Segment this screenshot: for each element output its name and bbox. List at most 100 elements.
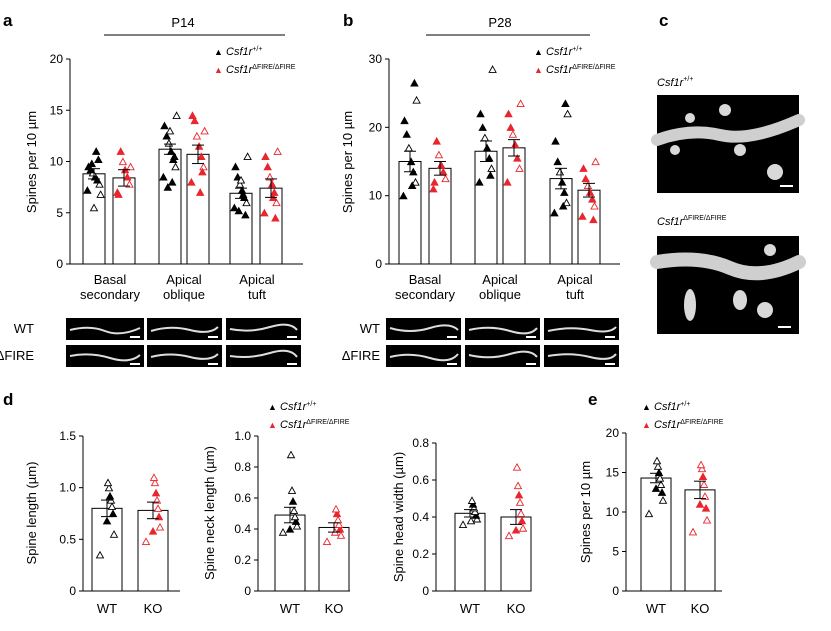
- data-point-d2: [289, 506, 299, 514]
- data-point-d3: [513, 481, 523, 490]
- data-point-d1: [141, 537, 151, 545]
- data-point-b: [400, 116, 409, 125]
- panel-label-a: a: [3, 11, 13, 30]
- data-point-d2: [286, 450, 296, 459]
- data-point-d1: [155, 522, 165, 531]
- category-label-d2: WT: [280, 601, 300, 616]
- data-point-a: [273, 147, 282, 155]
- data-point-e: [701, 503, 711, 512]
- y-tick-label-a: 10: [50, 155, 64, 169]
- y-tick-label-d2: 0.4: [234, 522, 251, 536]
- data-point-e: [696, 460, 706, 469]
- data-point-d2: [292, 521, 302, 530]
- bar-d1: [137, 509, 169, 592]
- data-point-e: [658, 496, 668, 504]
- bar-b: [474, 150, 498, 265]
- y-tick-label-e: 15: [606, 466, 620, 480]
- bar-b: [398, 161, 422, 265]
- data-point-b: [503, 177, 512, 186]
- y-tick-label-e: 20: [606, 426, 620, 440]
- data-point-b: [562, 198, 571, 207]
- data-point-a: [190, 116, 199, 125]
- y-tick-label-e: 5: [612, 545, 619, 559]
- category-label-b: Apical: [482, 272, 518, 287]
- data-point-e: [657, 488, 667, 496]
- y-axis-label-b: Spines per 10 µm: [340, 111, 355, 213]
- legend-b-wt-marker: ▲: [534, 47, 543, 57]
- micrograph-wt-label: Csf1r+/+: [657, 76, 693, 89]
- category-label-a: Apical: [239, 272, 275, 287]
- data-point-b: [486, 171, 495, 179]
- data-point-e: [653, 462, 663, 470]
- y-tick-label-d2: 1.0: [234, 429, 251, 443]
- data-point-d1: [102, 516, 112, 525]
- panel-b-title: P28: [488, 15, 511, 30]
- data-point-d2: [290, 512, 300, 521]
- strips-a: WT ΔFIRE: [0, 318, 301, 367]
- legend-e-wt-label: Csf1r+/+: [654, 401, 690, 413]
- category-label-a: secondary: [80, 287, 140, 302]
- data-point-a: [160, 121, 169, 130]
- data-point-e: [702, 515, 712, 524]
- data-point-b: [581, 174, 590, 183]
- strip-a-ko-label: ΔFIRE: [0, 348, 34, 363]
- data-point-e: [656, 480, 666, 488]
- strip-a-wt-label: WT: [14, 321, 34, 336]
- data-point-a: [271, 213, 280, 222]
- panel-label-d: d: [3, 390, 13, 409]
- legend-a-wt-label: Csf1r+/+: [226, 46, 262, 58]
- data-point-a: [231, 162, 240, 171]
- data-point-a: [200, 126, 209, 135]
- category-label-a: tuft: [248, 287, 266, 302]
- data-point-b: [488, 65, 497, 73]
- data-point-e: [651, 484, 661, 492]
- y-tick-label-d1: 0.5: [59, 532, 76, 546]
- y-tick-label-d3: 0.2: [412, 547, 429, 561]
- y-tick-label-d1: 0: [69, 584, 76, 598]
- data-point-a: [233, 172, 242, 181]
- category-label-a: oblique: [163, 287, 205, 302]
- y-axis-label-a: Spines per 10 µm: [24, 111, 39, 213]
- chart-d1: 0 0.5 1.0 1.5 Spine length (µm) WT KO: [24, 429, 180, 616]
- y-tick-label-a: 0: [56, 257, 63, 271]
- data-point-a: [195, 188, 205, 196]
- y-tick-label-d2: 0.2: [234, 553, 251, 567]
- strip-a-wt-1: [66, 318, 144, 340]
- data-point-b: [585, 188, 595, 196]
- category-label-d1: WT: [97, 601, 117, 616]
- data-point-b: [399, 191, 408, 200]
- data-point-b: [412, 95, 421, 104]
- data-point-a: [261, 152, 270, 160]
- data-point-d2: [334, 520, 344, 528]
- data-point-d2: [278, 528, 288, 536]
- data-point-b: [583, 181, 593, 190]
- legend-d-ko-marker: ▲: [268, 420, 277, 430]
- data-point-d1: [95, 550, 105, 559]
- data-point-d1: [103, 478, 113, 487]
- bar-b: [502, 147, 526, 265]
- y-tick-label-d1: 1.5: [59, 429, 76, 443]
- data-point-d1: [153, 504, 163, 512]
- data-point-b: [563, 109, 572, 118]
- chart-d2: 0 0.2 0.4 0.6 0.8 1.0 Spine neck length (µm) WT…: [202, 429, 350, 616]
- panel-a-title: P14: [171, 15, 194, 30]
- bar-a: [158, 148, 182, 265]
- legend-d-wt-label: Csf1r+/+: [280, 401, 316, 413]
- legend-a-ko-label: Csf1rΔFIRE/ΔFIRE: [226, 64, 296, 76]
- data-point-a: [172, 111, 181, 119]
- strips-b: WT ΔFIRE: [342, 318, 619, 367]
- data-point-a: [123, 172, 132, 181]
- data-point-d3: [515, 498, 525, 506]
- data-point-a: [171, 162, 180, 171]
- legend-a-wt-marker: ▲: [214, 47, 223, 57]
- category-label-b: tuft: [566, 287, 584, 302]
- data-point-d1: [107, 502, 117, 510]
- y-tick-label-d3: 0: [422, 584, 429, 598]
- data-point-b: [402, 130, 411, 138]
- data-point-b: [553, 157, 562, 166]
- y-tick-label-a: 5: [56, 206, 63, 220]
- panel-label-c: c: [659, 11, 668, 30]
- data-point-a: [83, 186, 92, 194]
- data-point-e: [695, 500, 705, 508]
